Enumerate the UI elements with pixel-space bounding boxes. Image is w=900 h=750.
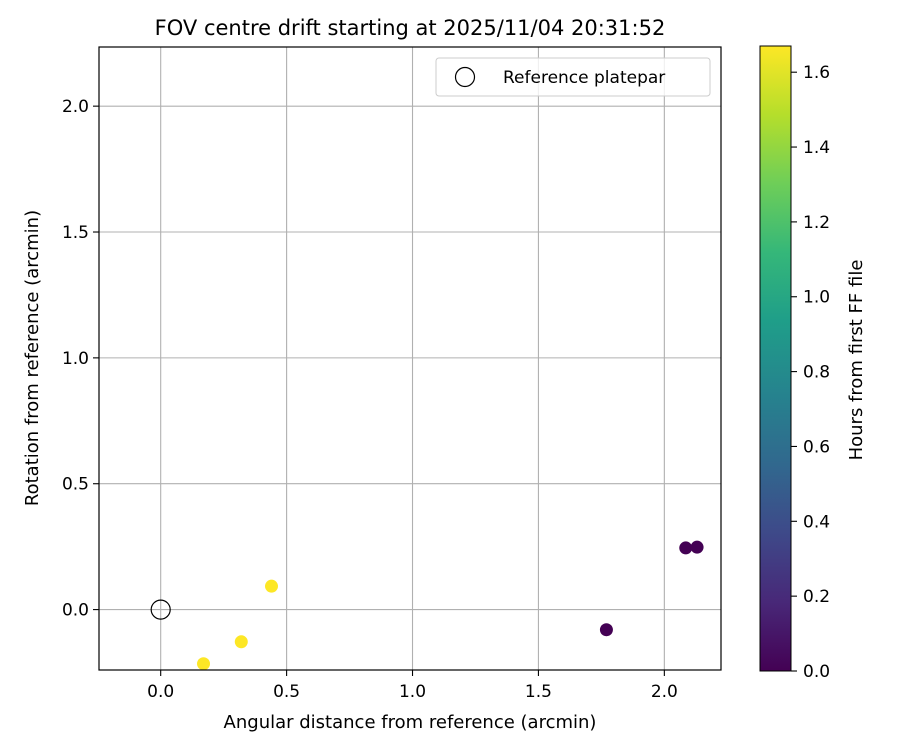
colorbar-tick-label: 0.4 xyxy=(803,512,830,532)
data-points xyxy=(150,540,704,671)
x-axis-ticks: 0.0 0.5 1.0 1.5 2.0 xyxy=(147,670,678,702)
chart-title: FOV centre drift starting at 2025/11/04 … xyxy=(155,16,666,40)
y-tick-label: 0.5 xyxy=(62,475,89,495)
y-tick-label: 2.0 xyxy=(62,97,89,117)
data-point xyxy=(599,623,613,637)
x-axis-label: Angular distance from reference (arcmin) xyxy=(224,712,597,733)
legend-marker-reference xyxy=(454,66,476,88)
colorbar: 0.0 0.2 0.4 0.6 0.8 1.0 1.2 1.4 1.6 Hours from f… xyxy=(759,45,867,682)
y-tick-label: 1.0 xyxy=(62,349,89,369)
data-point xyxy=(679,541,693,555)
plot-area: 0.0 0.5 1.0 1.5 2.0 0.0 0.5 1.0 1.5 2.0 xyxy=(62,46,722,702)
legend: Reference platepar xyxy=(435,57,711,97)
colorbar-label: Hours from first FF file xyxy=(846,260,867,461)
colorbar-tick-label: 1.6 xyxy=(803,63,830,83)
x-tick-label: 0.0 xyxy=(147,682,174,702)
legend-label-reference: Reference platepar xyxy=(503,68,665,88)
x-tick-label: 0.5 xyxy=(273,682,300,702)
plot-background xyxy=(99,47,721,670)
y-tick-label: 0.0 xyxy=(62,601,89,621)
x-tick-label: 1.0 xyxy=(399,682,426,702)
colorbar-tick-label: 0.0 xyxy=(803,662,830,682)
plot-frame xyxy=(98,46,722,671)
reference-platepar-marker xyxy=(150,599,171,620)
colorbar-tick-label: 0.2 xyxy=(803,587,830,607)
colorbar-tick-label: 1.2 xyxy=(803,213,830,233)
colorbar-tick-label: 0.8 xyxy=(803,363,830,383)
colorbar-tick-label: 1.4 xyxy=(803,138,830,158)
data-point xyxy=(264,579,278,593)
data-point xyxy=(234,635,248,649)
grid-lines xyxy=(99,47,721,670)
colorbar-gradient xyxy=(759,45,792,672)
y-tick-label: 1.5 xyxy=(62,223,89,243)
x-tick-label: 2.0 xyxy=(651,682,678,702)
colorbar-tick-label: 0.6 xyxy=(803,437,830,457)
colorbar-ticks: 0.0 0.2 0.4 0.6 0.8 1.0 1.2 1.4 1.6 xyxy=(791,63,830,682)
x-tick-label: 1.5 xyxy=(525,682,552,702)
data-point xyxy=(197,657,211,671)
data-point xyxy=(690,540,704,554)
colorbar-tick-label: 1.0 xyxy=(803,288,830,308)
y-axis-ticks: 0.0 0.5 1.0 1.5 2.0 xyxy=(62,97,99,621)
legend-box xyxy=(435,57,711,97)
y-axis-label: Rotation from reference (arcmin) xyxy=(22,210,43,506)
